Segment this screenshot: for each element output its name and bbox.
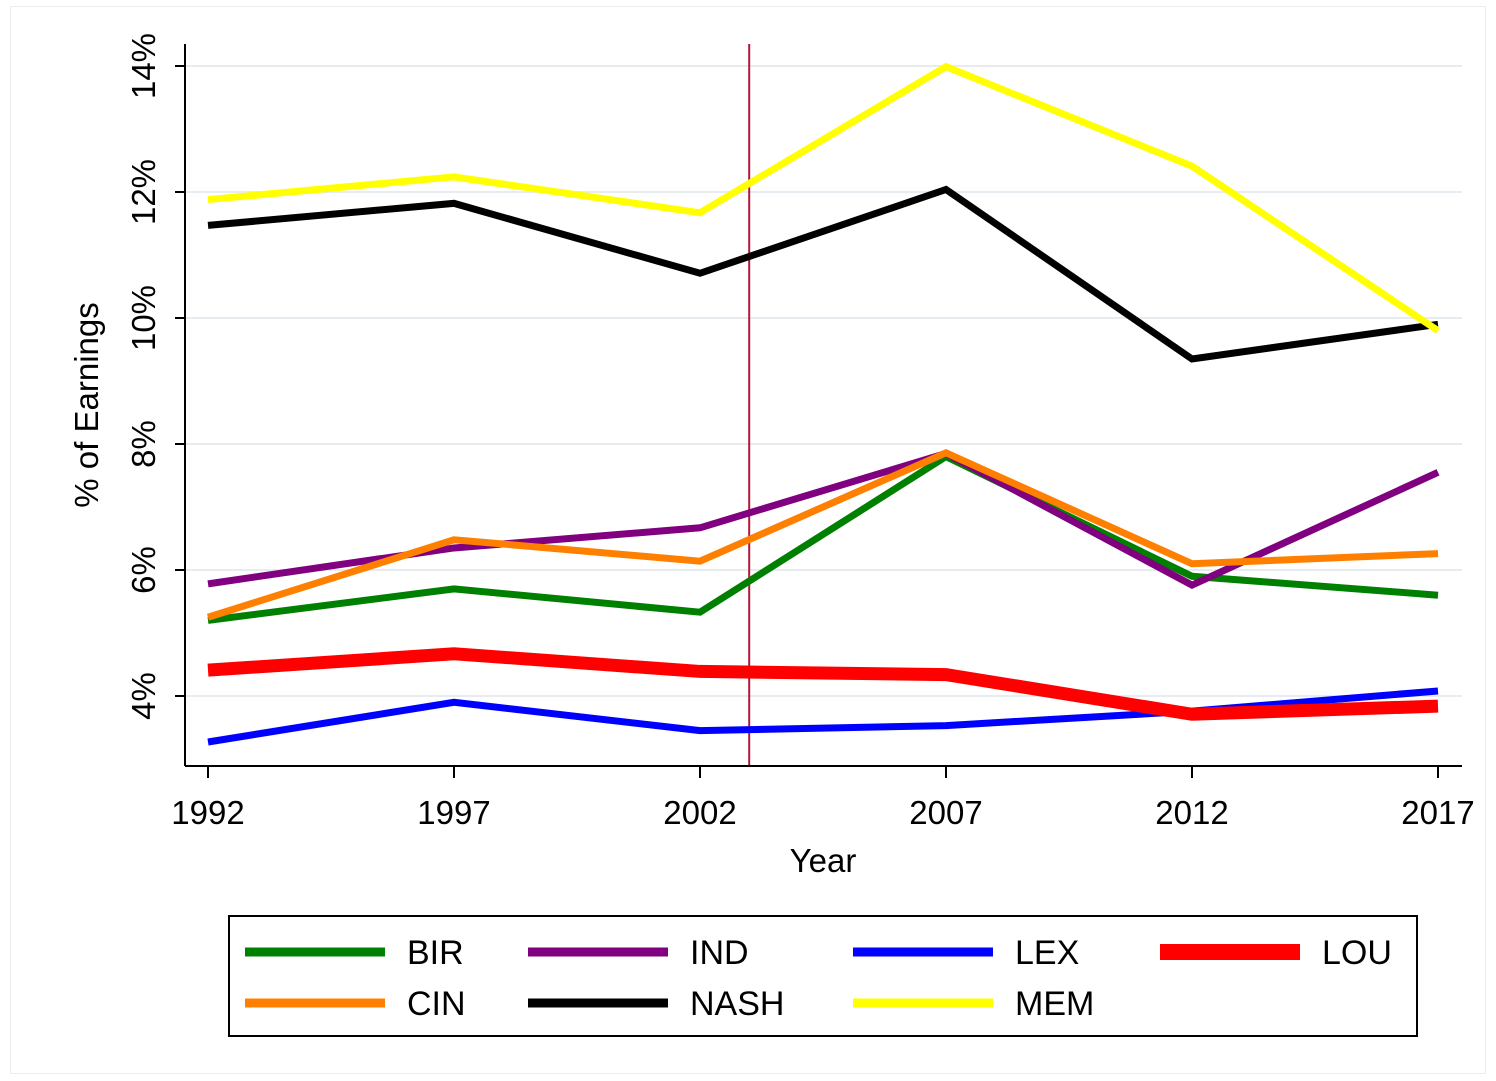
x-axis-title: Year (790, 842, 857, 879)
legend-label-bir: BIR (407, 934, 464, 972)
x-tick-label: 2017 (1401, 794, 1474, 831)
y-tick-label: 8% (125, 420, 162, 468)
x-tick-label: 1992 (171, 794, 244, 831)
series-line-nash (207, 185, 1439, 363)
series-line-cin (206, 448, 1439, 621)
y-tick-label: 14% (125, 33, 162, 99)
legend: BIR IND LEX LOU CIN NASH MEM (228, 915, 1418, 1037)
axes-layer: 4% 6% 8% 10% 12% 14% 1992 1997 2002 2007 2012 2017 (125, 33, 1475, 831)
legend-box (228, 915, 1418, 1037)
series-layer (206, 62, 1440, 746)
legend-label-mem: MEM (1015, 985, 1094, 1023)
series-line-ind (207, 449, 1440, 590)
series-line-lou (207, 647, 1439, 721)
series-line-mem (207, 62, 1440, 334)
legend-label-lex: LEX (1015, 934, 1079, 972)
legend-label-nash: NASH (690, 985, 784, 1023)
y-tick-label: 10% (125, 285, 162, 351)
x-tick-label: 2002 (663, 794, 736, 831)
grid-layer (185, 65, 1462, 697)
y-tick-label: 12% (125, 159, 162, 225)
x-tick-label: 2012 (1155, 794, 1228, 831)
y-axis-title: % of Earnings (68, 302, 105, 507)
legend-label-cin: CIN (407, 985, 466, 1023)
y-tick-label: 4% (125, 672, 162, 720)
series-line-bir (207, 452, 1439, 624)
x-tick-label: 1997 (417, 794, 490, 831)
x-tick-label: 2007 (909, 794, 982, 831)
y-tick-label: 6% (125, 546, 162, 594)
legend-label-ind: IND (690, 934, 749, 972)
legend-label-lou: LOU (1322, 934, 1392, 972)
